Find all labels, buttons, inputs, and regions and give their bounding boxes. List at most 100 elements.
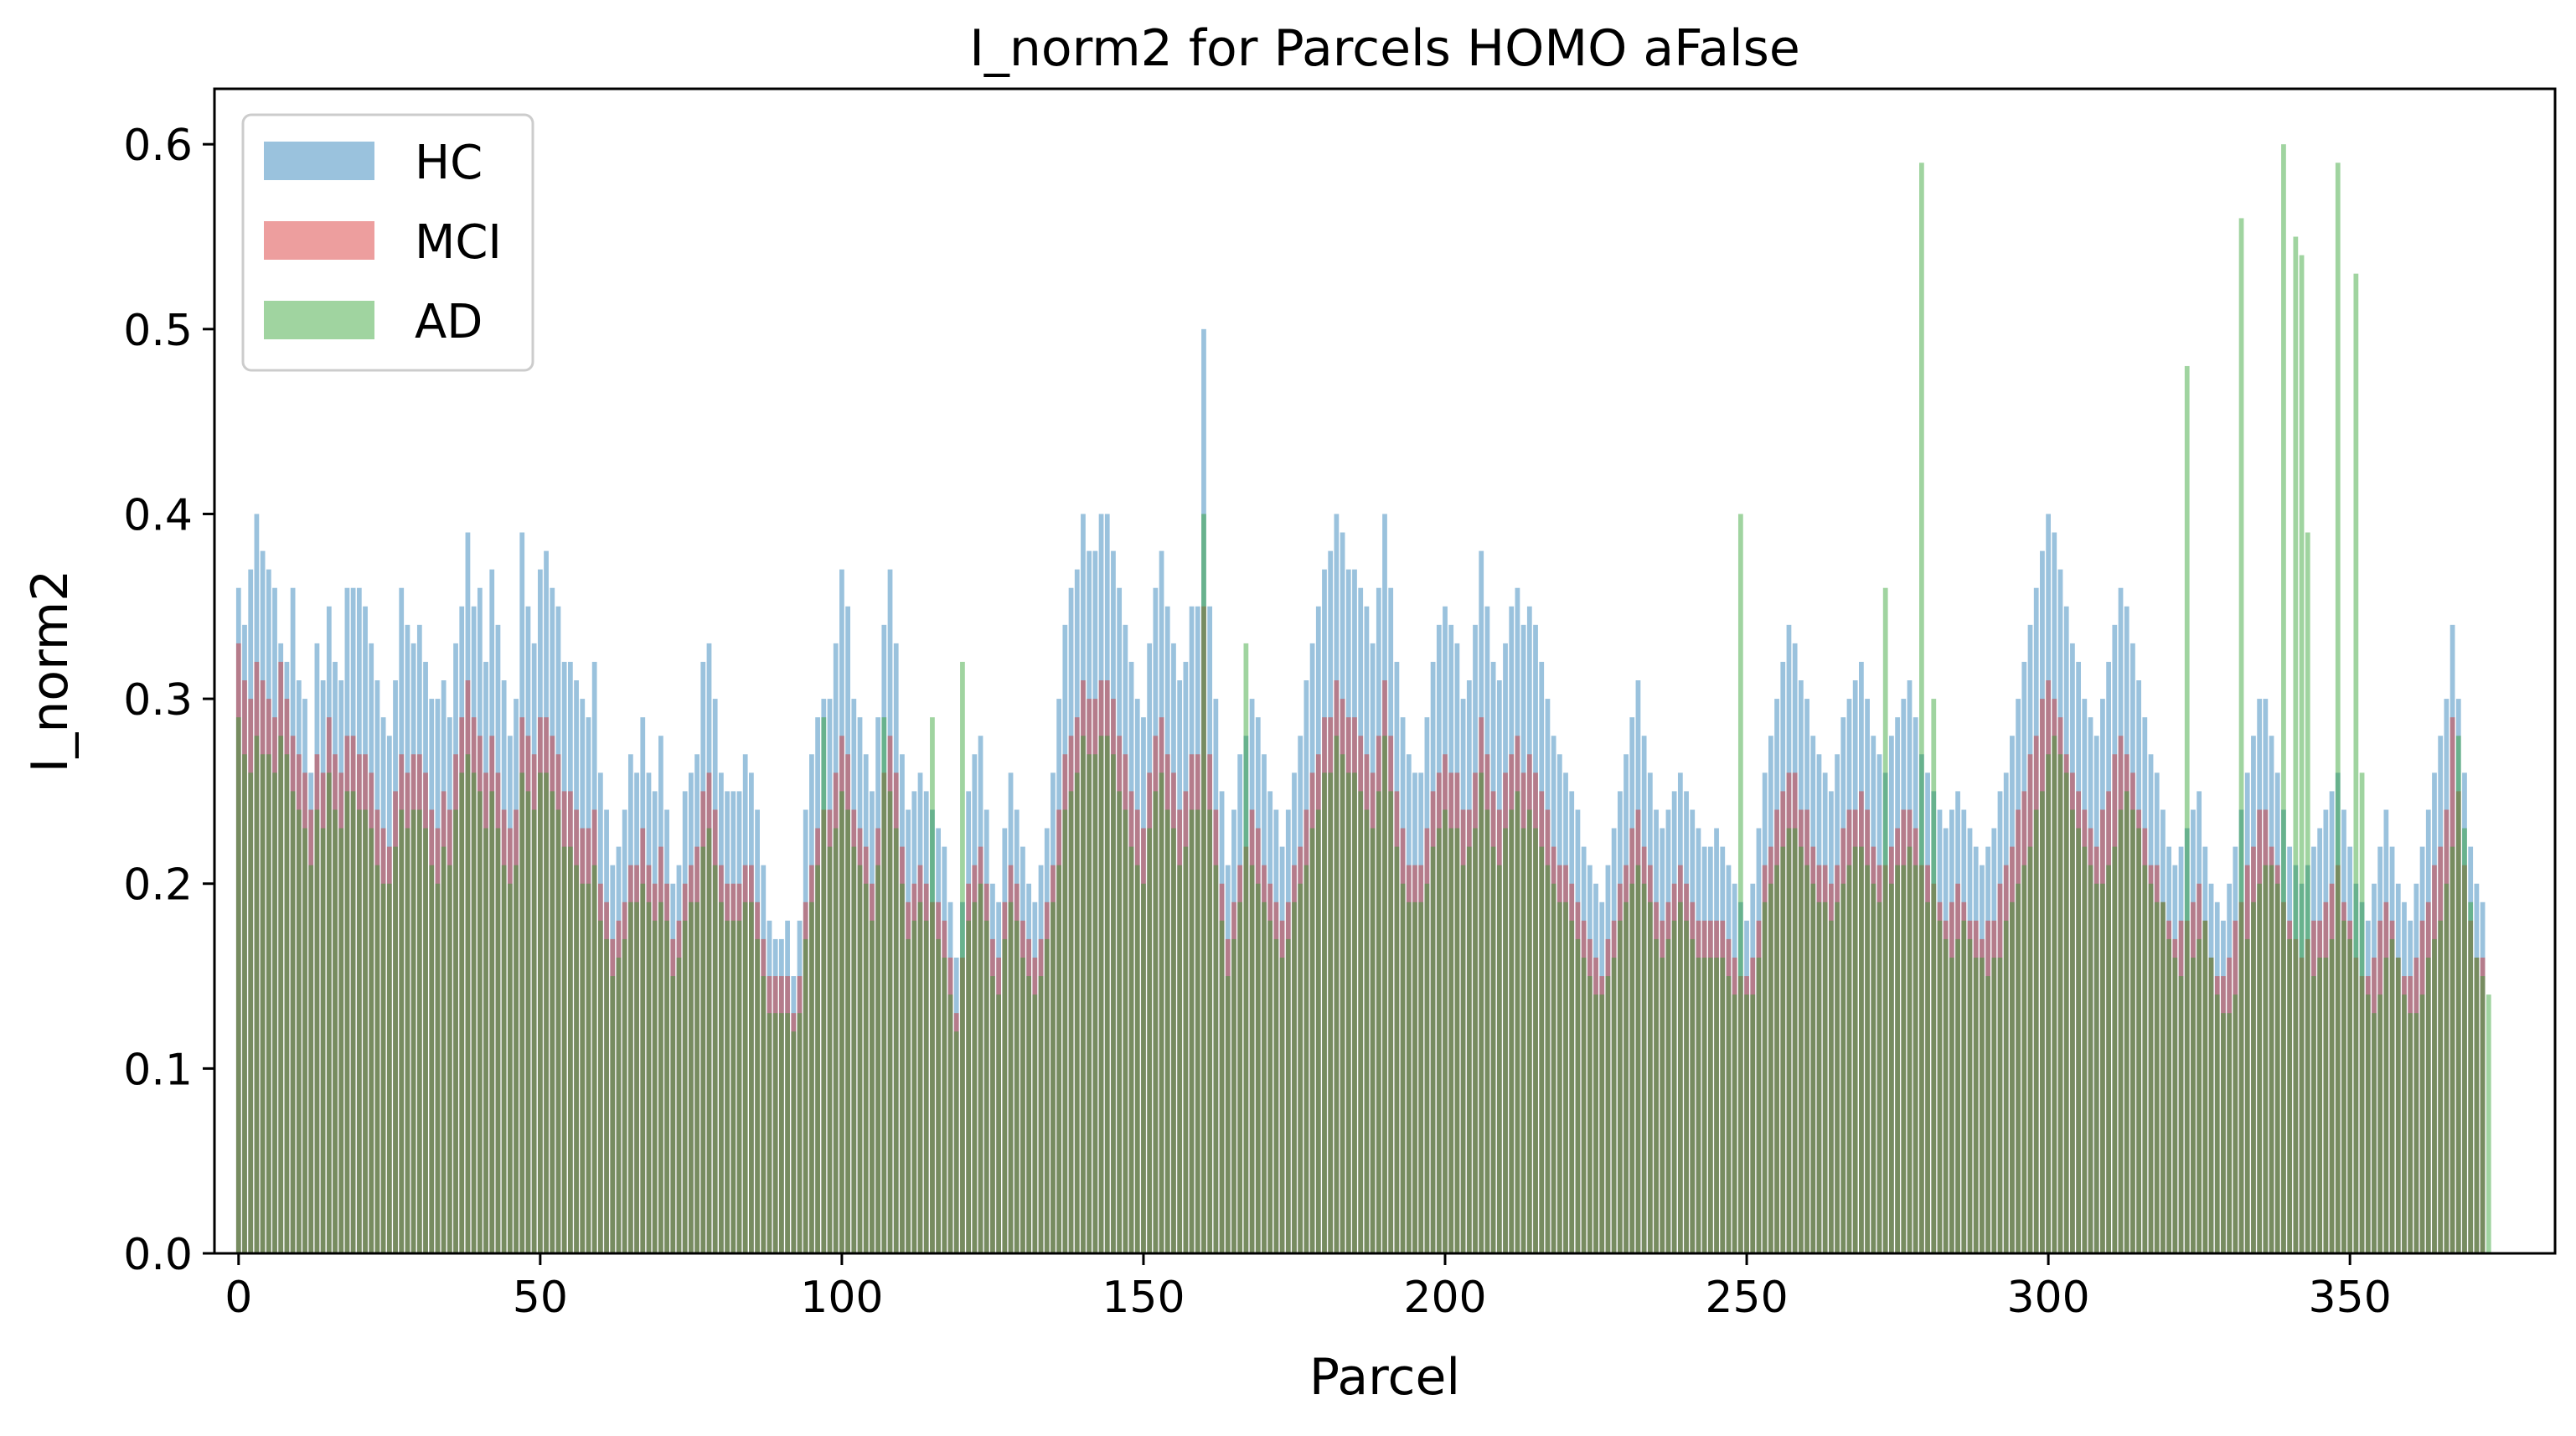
bar bbox=[2281, 144, 2286, 1254]
bar bbox=[996, 901, 1002, 1253]
bar bbox=[1520, 828, 1526, 1253]
bar bbox=[1690, 938, 1696, 1253]
bar bbox=[2408, 1013, 2413, 1253]
bar bbox=[1117, 736, 1123, 1253]
bar bbox=[1147, 643, 1153, 1253]
bar bbox=[1792, 643, 1798, 1253]
bar bbox=[1925, 865, 1930, 1253]
bar bbox=[1997, 791, 2003, 1253]
bar bbox=[2293, 236, 2299, 1253]
bar bbox=[2269, 736, 2274, 1253]
bar bbox=[2040, 550, 2045, 1253]
bar bbox=[519, 532, 525, 1253]
bar bbox=[2214, 976, 2220, 1253]
bar bbox=[1744, 920, 1749, 1253]
bar bbox=[2010, 846, 2015, 1253]
bar bbox=[1098, 736, 1104, 1253]
bar bbox=[1243, 736, 1249, 1253]
bar bbox=[1074, 569, 1080, 1253]
bar bbox=[1919, 163, 1924, 1253]
bar bbox=[1726, 976, 1732, 1253]
bar bbox=[1412, 865, 1417, 1253]
bar bbox=[2372, 1013, 2377, 1253]
bar bbox=[1358, 587, 1364, 1253]
bar bbox=[1822, 772, 1828, 1253]
bar bbox=[875, 865, 880, 1253]
bar bbox=[531, 754, 537, 1253]
bar bbox=[1068, 791, 1074, 1253]
bar bbox=[2480, 901, 2486, 1253]
bar bbox=[471, 772, 477, 1253]
bar bbox=[1556, 901, 1562, 1253]
bar bbox=[441, 846, 447, 1253]
bar bbox=[881, 624, 887, 1253]
bar bbox=[410, 643, 416, 1253]
bar bbox=[314, 643, 320, 1253]
bar bbox=[893, 772, 899, 1253]
bar bbox=[338, 772, 344, 1253]
bar bbox=[2118, 809, 2124, 1253]
bar bbox=[1750, 957, 1756, 1253]
bar bbox=[2347, 938, 2353, 1253]
bar bbox=[1267, 920, 1273, 1253]
bar bbox=[380, 883, 386, 1253]
bar bbox=[2191, 957, 2196, 1253]
bar bbox=[2148, 883, 2154, 1253]
bar bbox=[670, 938, 676, 1253]
bar bbox=[1877, 754, 1882, 1253]
bar bbox=[507, 736, 513, 1253]
bar bbox=[2027, 846, 2033, 1253]
bar bbox=[2003, 772, 2009, 1253]
bar bbox=[604, 901, 609, 1253]
bar bbox=[2057, 717, 2063, 1253]
bar bbox=[1707, 920, 1713, 1253]
bar bbox=[2040, 791, 2045, 1253]
bar bbox=[2227, 883, 2233, 1253]
bar bbox=[2238, 809, 2244, 1253]
bar bbox=[815, 717, 820, 1253]
bar bbox=[2341, 920, 2346, 1253]
bar bbox=[320, 828, 326, 1253]
bar bbox=[953, 1013, 959, 1253]
bar bbox=[966, 883, 972, 1253]
bar bbox=[1556, 754, 1562, 1253]
bar bbox=[363, 606, 368, 1253]
bar bbox=[1032, 901, 1038, 1253]
bar bbox=[658, 736, 663, 1253]
bar bbox=[791, 976, 797, 1253]
bar bbox=[284, 699, 290, 1253]
bar bbox=[2341, 901, 2346, 1253]
bar bbox=[1991, 957, 1997, 1253]
bar bbox=[1593, 883, 1598, 1253]
bar bbox=[2305, 532, 2310, 1253]
bar bbox=[495, 828, 501, 1253]
bar bbox=[369, 828, 374, 1253]
bar bbox=[736, 883, 742, 1253]
bar bbox=[1147, 828, 1153, 1253]
x-axis-label: Parcel bbox=[1309, 1348, 1460, 1407]
bar bbox=[1865, 865, 1870, 1253]
bar bbox=[1696, 828, 1701, 1253]
bar bbox=[1412, 901, 1417, 1253]
bar bbox=[983, 883, 989, 1253]
bar bbox=[1961, 901, 1967, 1253]
bar bbox=[911, 920, 917, 1253]
bar bbox=[296, 680, 302, 1253]
bar bbox=[2191, 809, 2196, 1253]
bar bbox=[1225, 865, 1231, 1253]
bar bbox=[2172, 865, 2178, 1253]
bar bbox=[1677, 772, 1683, 1253]
bar bbox=[495, 772, 501, 1253]
bar bbox=[344, 791, 350, 1253]
bar bbox=[978, 883, 983, 1253]
bar bbox=[1267, 883, 1273, 1253]
bar bbox=[1376, 791, 1381, 1253]
bar bbox=[519, 717, 525, 1253]
bar bbox=[380, 828, 386, 1253]
bar bbox=[2106, 791, 2111, 1253]
x-tick-label: 100 bbox=[800, 1273, 883, 1323]
bar bbox=[235, 643, 241, 1253]
x-tick-label: 50 bbox=[513, 1273, 568, 1323]
bar bbox=[1255, 717, 1261, 1253]
bar bbox=[2341, 809, 2346, 1253]
